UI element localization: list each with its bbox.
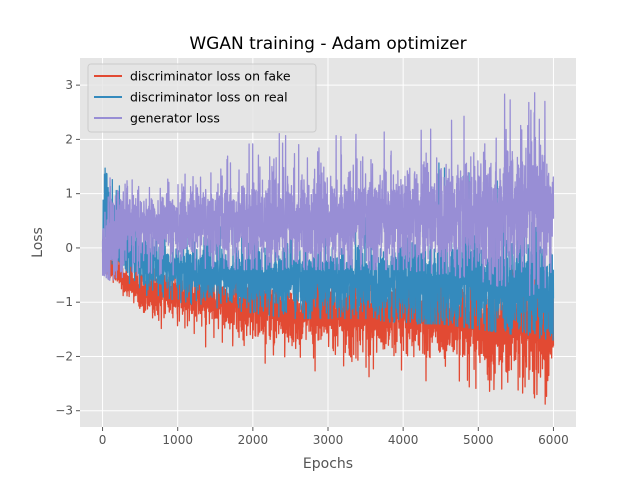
y-tick-label: −2	[55, 349, 73, 363]
x-tick-label: 1000	[162, 433, 193, 447]
legend-label-0: discriminator loss on fake	[130, 69, 291, 84]
legend: discriminator loss on fake discriminator …	[87, 63, 317, 133]
series-layer	[101, 92, 555, 405]
x-axis-ticks: 0 1000 2000 3000 4000 5000 6000	[99, 427, 569, 447]
x-tick-label: 5000	[463, 433, 494, 447]
x-tick-label: 3000	[313, 433, 344, 447]
legend-label-2: generator loss	[130, 111, 220, 126]
x-axis-label: Epochs	[303, 456, 353, 472]
x-tick-label: 6000	[538, 433, 569, 447]
y-tick-label: 2	[65, 132, 73, 146]
x-tick-label: 0	[99, 433, 107, 447]
y-tick-label: 0	[65, 241, 73, 255]
y-tick-label: −3	[55, 404, 73, 418]
chart-title: WGAN training - Adam optimizer	[189, 34, 466, 54]
y-tick-label: −1	[55, 295, 73, 309]
x-tick-label: 4000	[388, 433, 419, 447]
series-line-2	[101, 92, 555, 296]
y-tick-label: 3	[65, 78, 73, 92]
legend-box	[87, 63, 317, 133]
x-tick-label: 2000	[238, 433, 269, 447]
y-tick-label: 1	[65, 187, 73, 201]
legend-label-1: discriminator loss on real	[130, 90, 288, 105]
legend-items: discriminator loss on fake discriminator …	[94, 69, 291, 126]
y-axis-label: Loss	[30, 227, 46, 258]
y-axis-ticks: −3 −2 −1 0 1 2 3	[55, 78, 80, 418]
